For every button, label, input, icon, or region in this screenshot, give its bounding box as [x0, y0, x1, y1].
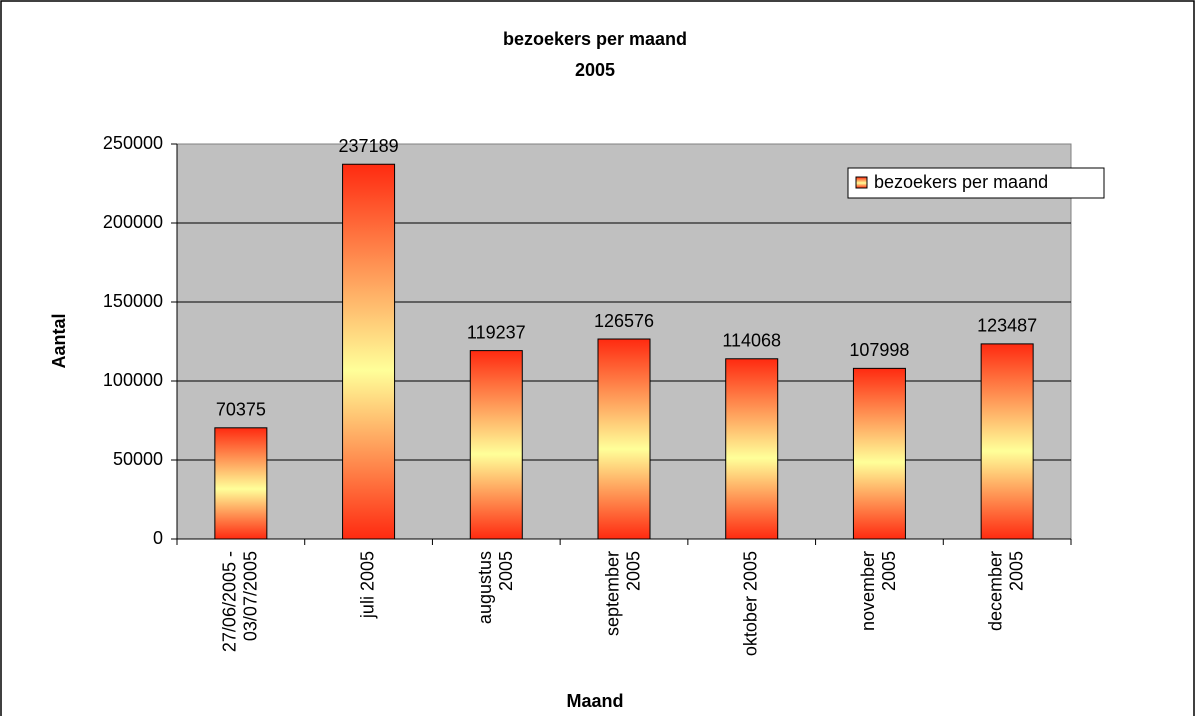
x-tick-label: december2005: [985, 551, 1026, 631]
bar: [725, 358, 779, 540]
x-tick-label: augustus2005: [475, 551, 516, 624]
bar: [597, 338, 651, 540]
x-tick-label-line: 2005: [1006, 551, 1026, 591]
x-tick-label-line: september: [602, 551, 622, 636]
value-label: 126576: [594, 311, 654, 331]
x-tick-label-line: 27/06/2005 -: [219, 551, 239, 652]
bar: [469, 350, 523, 540]
value-label: 237189: [339, 136, 399, 156]
value-label: 107998: [849, 340, 909, 360]
x-tick-label-line: 03/07/2005: [240, 551, 260, 641]
y-tick-label: 150000: [103, 291, 163, 311]
y-tick-label: 100000: [103, 370, 163, 390]
bar: [214, 427, 268, 540]
x-tick-label: september2005: [602, 551, 643, 636]
x-tick-label: november2005: [858, 551, 899, 631]
bar: [342, 163, 396, 540]
bar: [852, 367, 906, 540]
x-tick-label-line: 2005: [496, 551, 516, 591]
y-tick-label: 0: [153, 528, 163, 548]
x-tick-label-line: 2005: [623, 551, 643, 591]
x-tick-label-line: november: [858, 551, 878, 631]
legend-label: bezoekers per maand: [874, 172, 1048, 192]
x-axis-label: Maand: [566, 691, 623, 711]
value-label: 70375: [216, 400, 266, 420]
chart-subtitle: 2005: [575, 60, 615, 80]
x-tick-label-line: december: [985, 551, 1005, 631]
y-tick-label: 200000: [103, 212, 163, 232]
legend-box: [847, 167, 1105, 199]
legend-swatch: [855, 176, 868, 189]
value-label: 114068: [722, 331, 781, 351]
x-tick-label: oktober 2005: [740, 551, 760, 656]
x-tick-label-line: augustus: [475, 551, 495, 624]
value-label: 119237: [467, 322, 526, 342]
x-tick-label: juli 2005: [357, 551, 377, 619]
y-tick-label: 50000: [113, 449, 163, 469]
y-tick-label: 250000: [103, 133, 163, 153]
x-tick-label: 27/06/2005 -03/07/2005: [219, 551, 260, 652]
value-label: 123487: [977, 316, 1037, 336]
chart-title: bezoekers per maand: [503, 29, 687, 49]
y-axis-label: Aantal: [49, 313, 69, 368]
x-tick-label-line: 2005: [879, 551, 899, 591]
bar: [980, 343, 1034, 540]
